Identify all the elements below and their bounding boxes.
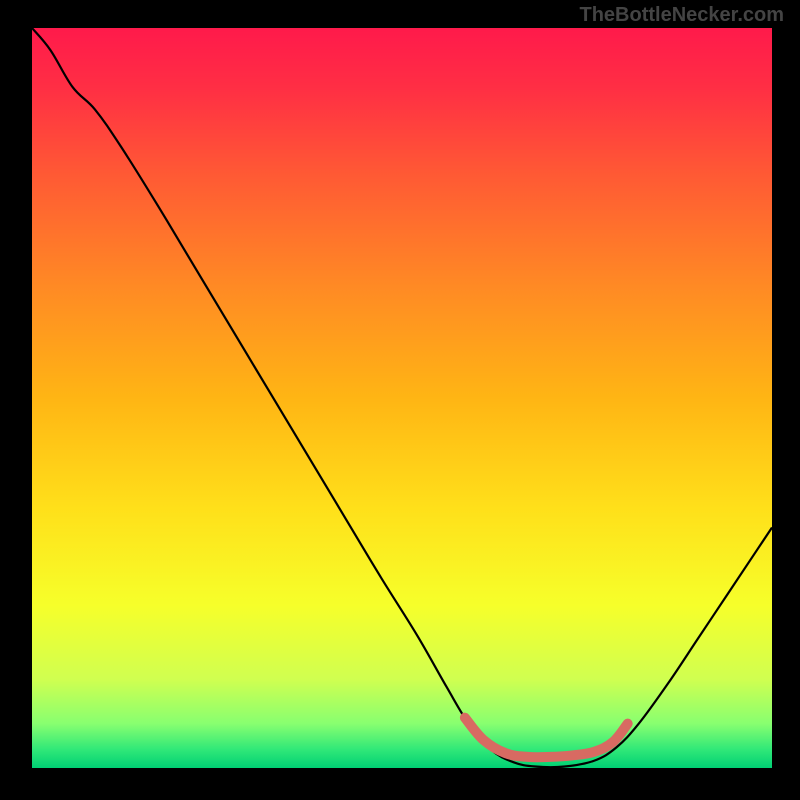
bottleneck-curve [32, 28, 772, 767]
plot-area [32, 28, 772, 768]
chart-curves [32, 28, 772, 768]
chart-container: TheBottleNecker.com [0, 0, 800, 800]
attribution-text: TheBottleNecker.com [579, 4, 784, 27]
optimal-range-highlight [465, 718, 628, 758]
